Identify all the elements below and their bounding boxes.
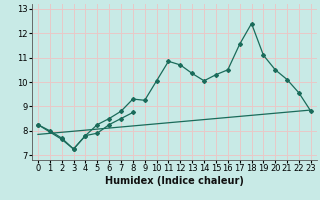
X-axis label: Humidex (Indice chaleur): Humidex (Indice chaleur)	[105, 176, 244, 186]
